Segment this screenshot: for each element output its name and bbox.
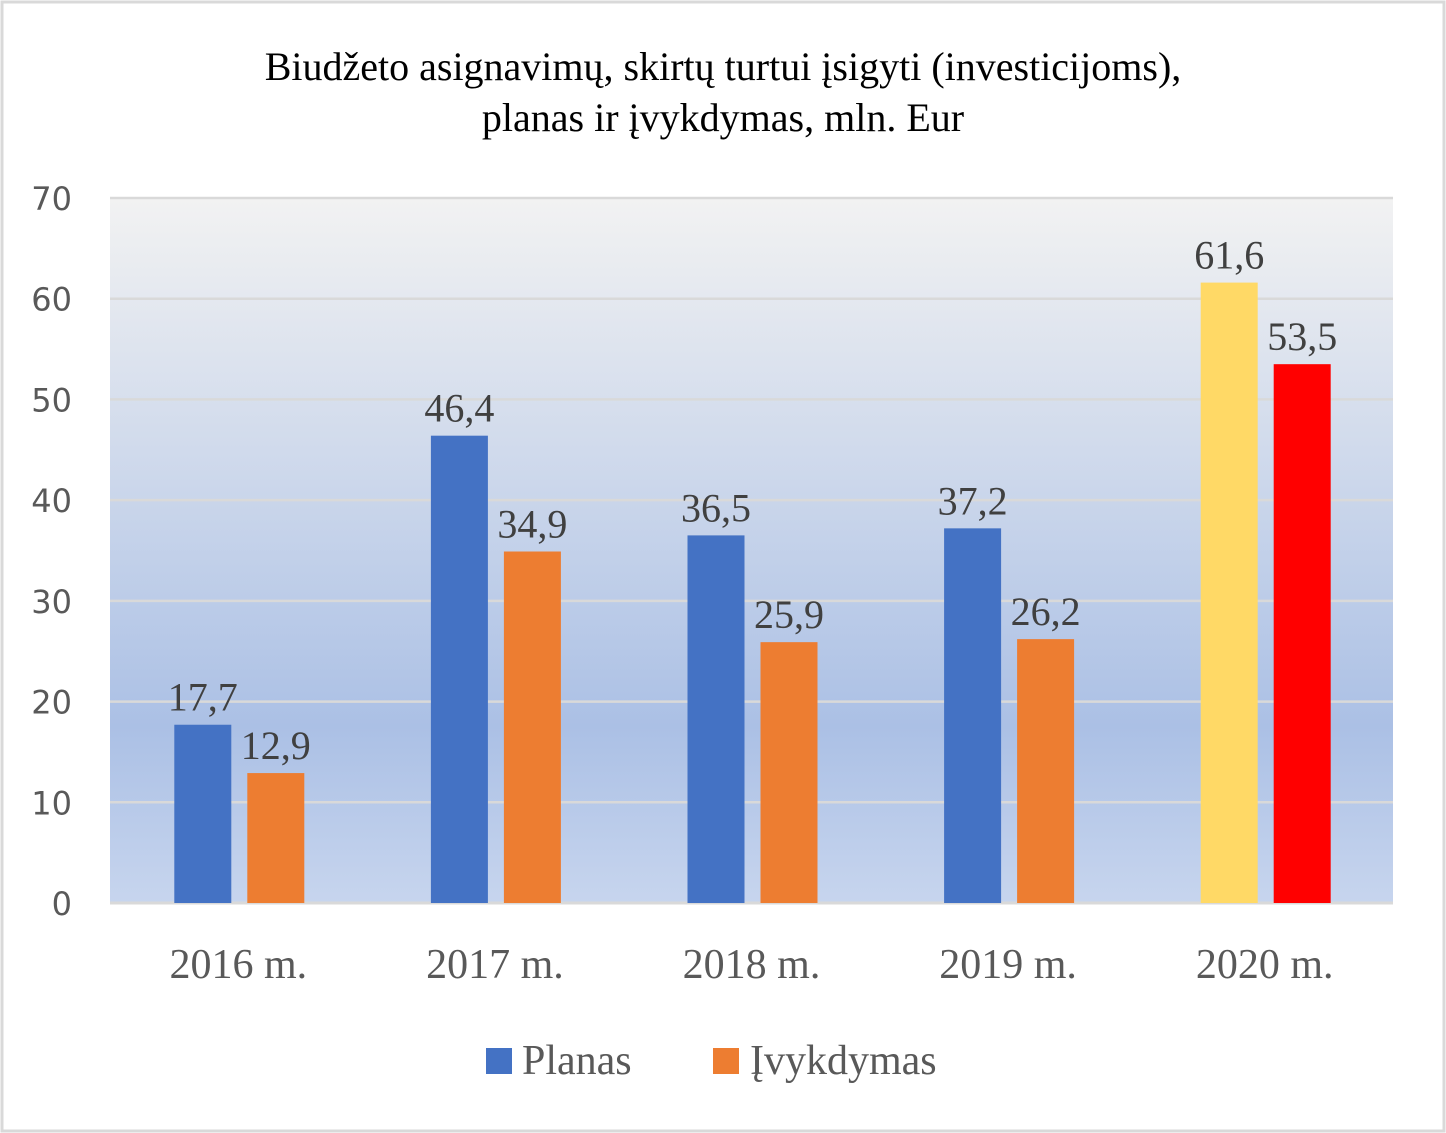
y-tick-label: 0 [52,885,72,923]
data-label: 61,6 [1194,233,1264,278]
bar-planas [174,724,232,903]
legend-swatch [713,1048,739,1074]
legend-label: Įvykdymas [750,1038,937,1084]
bar-ivykdymas [760,642,818,903]
chart-title-line-2: planas ir įvykdymas, mln. Eur [482,95,964,140]
data-label: 25,9 [754,592,824,637]
bar-planas [1200,282,1258,904]
y-tick-label: 30 [31,583,72,621]
y-tick-label: 70 [31,180,72,218]
x-tick-label: 2020 m. [1196,942,1334,988]
x-tick-label: 2018 m. [683,942,821,988]
chart-title-line-1: Biudžeto asignavimų, skirtų turtui įsigy… [265,44,1182,89]
bar-planas [687,535,745,903]
bar-planas [430,435,488,903]
plot-area [110,198,1393,903]
data-label: 12,9 [241,723,311,768]
bar-ivykdymas [1017,639,1075,903]
data-label: 53,5 [1267,314,1337,359]
bar-ivykdymas [1273,364,1331,903]
y-tick-label: 10 [31,784,72,822]
data-label: 36,5 [681,485,751,530]
bar-ivykdymas [247,773,305,903]
data-label: 34,9 [497,502,567,547]
data-label: 37,2 [938,478,1008,523]
x-tick-label: 2016 m. [169,942,307,988]
data-label: 17,7 [168,675,238,720]
bar-planas [944,528,1002,903]
y-tick-label: 40 [31,482,72,520]
y-tick-label: 50 [31,381,72,419]
x-tick-label: 2019 m. [939,942,1077,988]
bar-ivykdymas [503,551,561,903]
x-tick-label: 2017 m. [426,942,564,988]
legend-swatch [486,1048,512,1074]
data-label: 26,2 [1011,589,1081,634]
y-tick-label: 60 [31,281,72,319]
legend-label: Planas [522,1038,632,1084]
data-label: 46,4 [424,386,494,431]
y-tick-label: 20 [31,684,72,722]
